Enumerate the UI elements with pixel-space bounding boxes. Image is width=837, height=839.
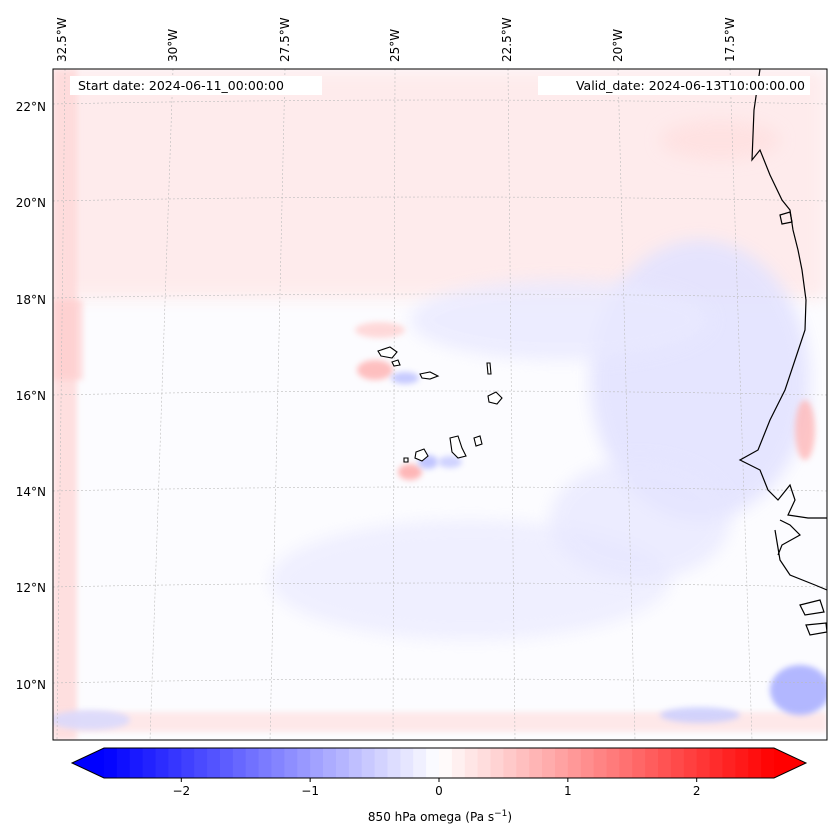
colorbar-ticks: −2 −1 0 1 2 bbox=[172, 778, 701, 798]
colorbar-extend-max bbox=[774, 748, 806, 778]
colorbar-segment bbox=[683, 748, 698, 778]
colorbar-segment bbox=[490, 748, 505, 778]
island-sao-vicente bbox=[391, 359, 401, 367]
lat-label: 22°N bbox=[16, 100, 46, 114]
colorbar-segment bbox=[696, 748, 711, 778]
start-date-box bbox=[70, 76, 322, 95]
map-panel: Start date: 2024-06-11_00:00:00 Valid_da… bbox=[52, 68, 828, 741]
colorbar-segment bbox=[104, 748, 118, 778]
colorbar-segment bbox=[516, 748, 530, 778]
colorbar-tick-label: −2 bbox=[172, 784, 190, 798]
colorbar-segment bbox=[258, 748, 273, 778]
colorbar: −2 −1 0 1 2 850 hPa omega (Pa s−1) bbox=[70, 747, 808, 824]
colorbar-segment bbox=[554, 748, 569, 778]
valid-date-box bbox=[538, 76, 810, 95]
colorbar-segment bbox=[374, 748, 389, 778]
colorbar-segment bbox=[567, 748, 582, 778]
colorbar-segment bbox=[361, 748, 376, 778]
island-santo-antao bbox=[377, 346, 398, 359]
island-santiago bbox=[449, 435, 467, 459]
lat-label: 10°N bbox=[16, 678, 46, 692]
map-frame bbox=[52, 68, 828, 741]
colorbar-segment bbox=[451, 748, 466, 778]
colorbar-segment bbox=[310, 748, 324, 778]
island-fogo bbox=[414, 448, 429, 462]
lon-label: 25°W bbox=[388, 29, 402, 62]
latitude-labels: 22°N 20°N 18°N 16°N 14°N 12°N 10°N bbox=[16, 100, 46, 692]
lat-label: 12°N bbox=[16, 581, 46, 595]
colorbar-segment bbox=[181, 748, 195, 778]
colorbar-tick-label: 0 bbox=[435, 784, 443, 798]
colorbar-segment bbox=[580, 748, 595, 778]
colorbar-extend-min bbox=[72, 748, 104, 778]
island-sao-nicolau bbox=[419, 371, 440, 380]
lon-label: 17.5°W bbox=[723, 17, 737, 62]
colorbar-segment bbox=[606, 748, 620, 778]
colorbar-segment bbox=[529, 748, 543, 778]
colorbar-segment bbox=[387, 748, 401, 778]
colorbar-tick-label: 1 bbox=[564, 784, 572, 798]
colorbar-segment bbox=[142, 748, 157, 778]
lat-label: 16°N bbox=[16, 389, 46, 403]
colorbar-segment bbox=[232, 748, 247, 778]
coastline bbox=[738, 69, 827, 636]
lon-label: 30°W bbox=[166, 29, 180, 62]
colorbar-segment bbox=[271, 748, 285, 778]
lon-label: 20°W bbox=[611, 29, 625, 62]
colorbar-segment bbox=[426, 748, 440, 778]
start-date-text: Start date: 2024-06-11_00:00:00 bbox=[78, 78, 284, 93]
colorbar-segment bbox=[709, 748, 724, 778]
lat-label: 18°N bbox=[16, 293, 46, 307]
colorbar-segment bbox=[155, 748, 170, 778]
colorbar-segment bbox=[593, 748, 608, 778]
colorbar-segment bbox=[645, 748, 659, 778]
colorbar-tick-label: 2 bbox=[693, 784, 701, 798]
colorbar-segment bbox=[722, 748, 736, 778]
colorbar-segment bbox=[503, 748, 517, 778]
colorbar-segment bbox=[400, 748, 414, 778]
colorbar-segment bbox=[413, 748, 427, 778]
colorbar-segment bbox=[670, 748, 685, 778]
colorbar-segment bbox=[735, 748, 749, 778]
lon-label: 27.5°W bbox=[278, 17, 292, 62]
lon-label: 32.5°W bbox=[55, 17, 69, 62]
cape-verde-islands bbox=[377, 346, 503, 463]
omega-field bbox=[53, 69, 827, 740]
colorbar-segment bbox=[439, 748, 453, 778]
colorbar-segment bbox=[245, 748, 260, 778]
colorbar-segment bbox=[284, 748, 298, 778]
colorbar-segment bbox=[632, 748, 646, 778]
colorbar-segment bbox=[297, 748, 311, 778]
colorbar-segment bbox=[619, 748, 633, 778]
colorbar-segment bbox=[194, 748, 208, 778]
lat-label: 14°N bbox=[16, 485, 46, 499]
colorbar-segment bbox=[477, 748, 492, 778]
colorbar-segment bbox=[348, 748, 363, 778]
colorbar-segment bbox=[323, 748, 337, 778]
colorbar-segment bbox=[748, 748, 762, 778]
colorbar-segment bbox=[168, 748, 182, 778]
colorbar-segment bbox=[335, 748, 350, 778]
colorbar-segments bbox=[104, 748, 775, 778]
colorbar-segment bbox=[207, 748, 221, 778]
valid-date-text: Valid_date: 2024-06-13T10:00:00.00 bbox=[576, 78, 805, 93]
colorbar-segment bbox=[542, 748, 556, 778]
colorbar-outline bbox=[70, 747, 808, 779]
island-maio bbox=[473, 435, 483, 447]
colorbar-segment bbox=[464, 748, 479, 778]
island-brava bbox=[403, 457, 409, 463]
colorbar-segment bbox=[658, 748, 672, 778]
colorbar-segment bbox=[761, 748, 775, 778]
lat-label: 20°N bbox=[16, 196, 46, 210]
lon-label: 22.5°W bbox=[500, 17, 514, 62]
longitude-labels: 32.5°W 30°W 27.5°W 25°W 22.5°W 20°W 17.5… bbox=[55, 17, 737, 62]
island-boa-vista bbox=[487, 391, 503, 405]
island-sal bbox=[486, 362, 492, 375]
colorbar-tick-label: −1 bbox=[301, 784, 319, 798]
colorbar-segment bbox=[129, 748, 144, 778]
colorbar-label: 850 hPa omega (Pa s−1) bbox=[368, 809, 512, 824]
colorbar-segment bbox=[116, 748, 131, 778]
colorbar-segment bbox=[219, 748, 234, 778]
